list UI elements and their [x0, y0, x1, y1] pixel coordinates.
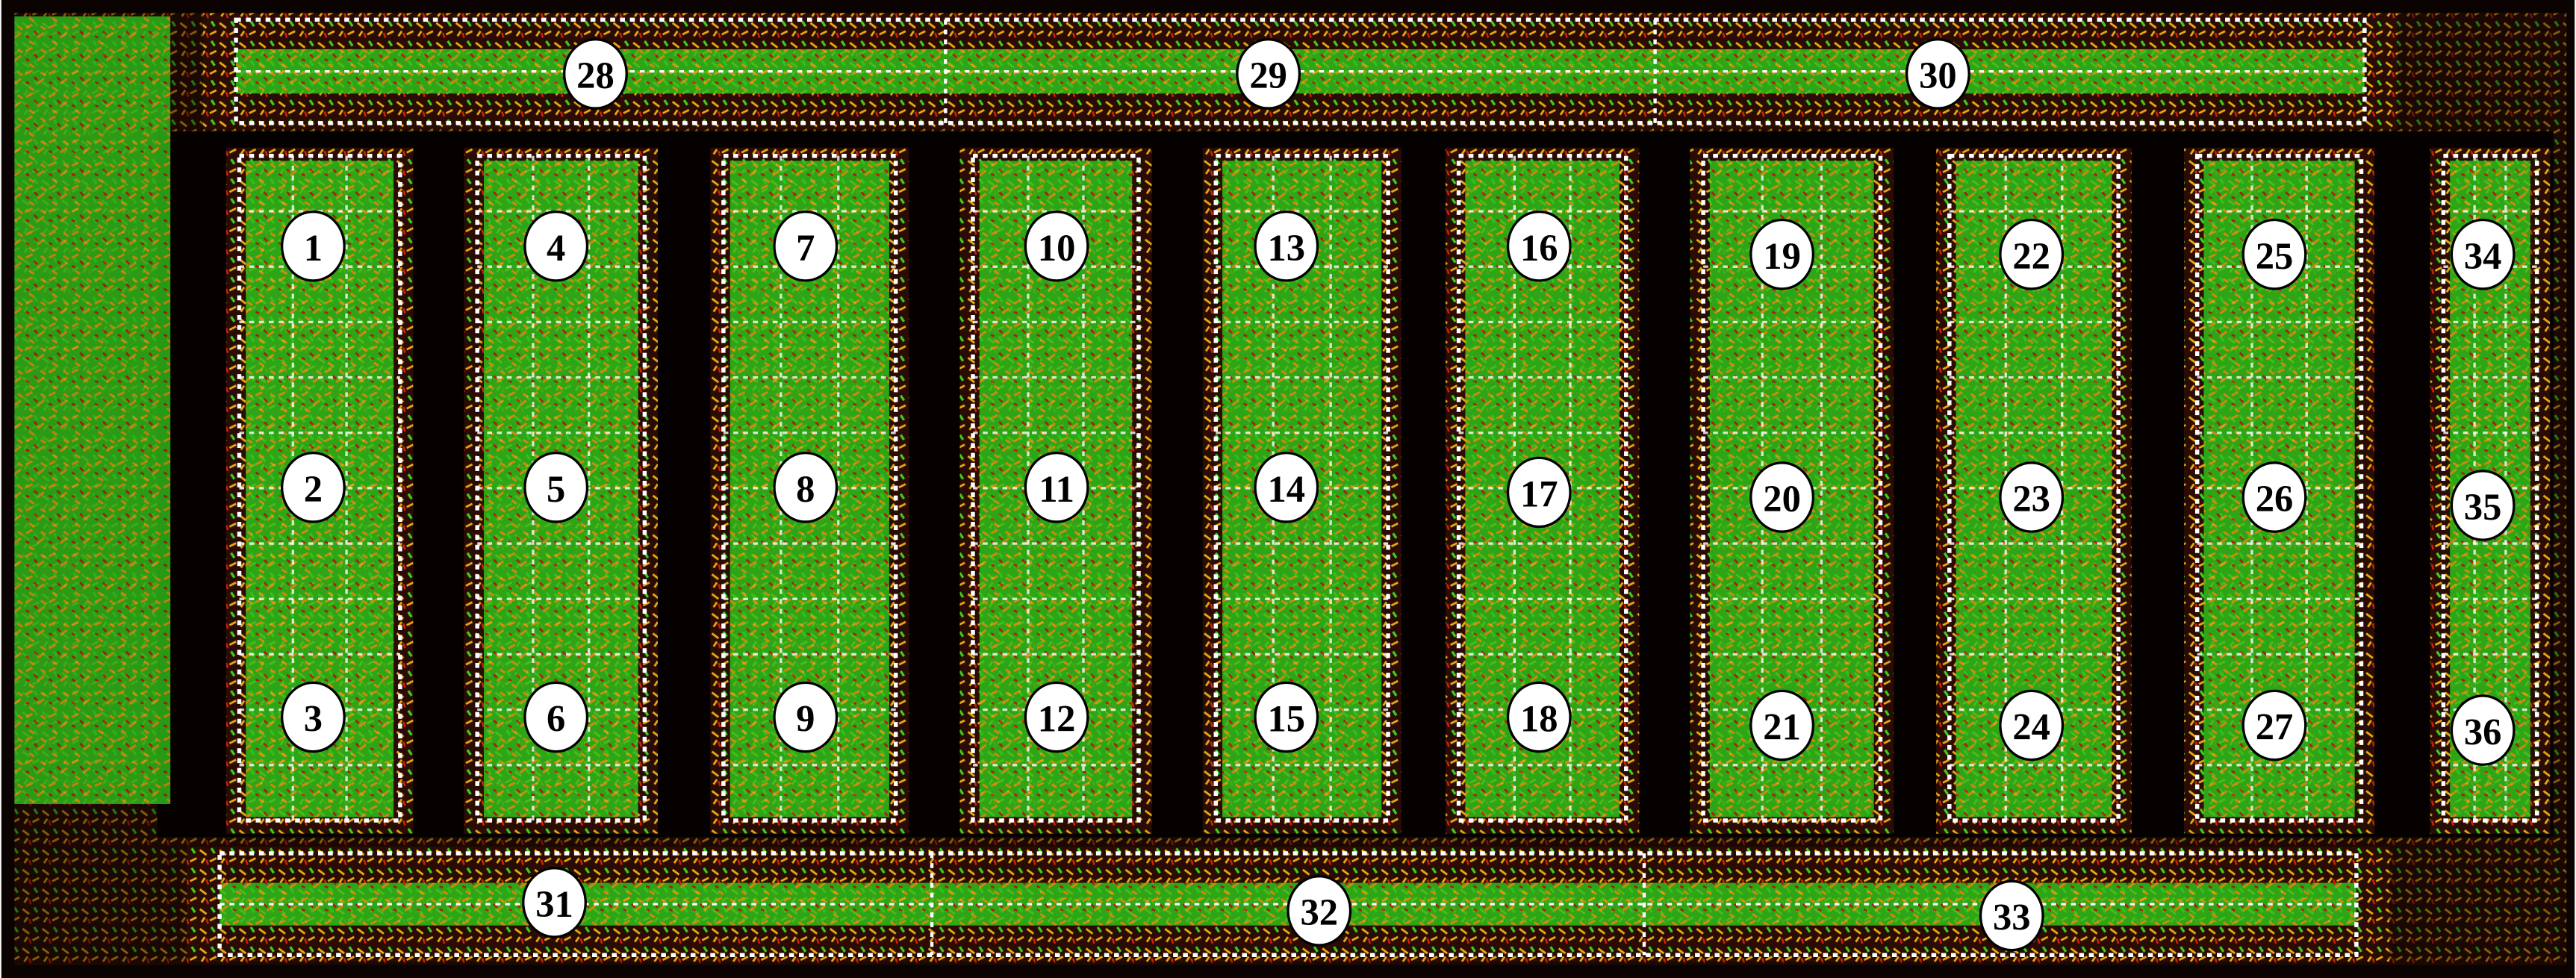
label-badge — [523, 681, 589, 753]
label-badge — [1024, 210, 1089, 282]
plot-number: 15 — [1268, 698, 1306, 740]
plot-boundary — [2194, 154, 2364, 823]
plot-number: 19 — [1763, 235, 1801, 277]
plot-labels: 1234567891011121314151617181920212223242… — [280, 38, 2516, 952]
plot-number: 10 — [1038, 227, 1076, 269]
plot-number: 35 — [2464, 486, 2502, 528]
label-badge — [2450, 694, 2516, 766]
label-badge — [1999, 689, 2065, 761]
plot-number: 6 — [547, 698, 565, 740]
label-badge — [2450, 218, 2516, 290]
plot-number: 24 — [2012, 706, 2050, 748]
plot-number: 31 — [535, 883, 573, 925]
plot-number: 27 — [2256, 706, 2294, 748]
plot-number: 8 — [796, 468, 815, 510]
plot-number: 4 — [547, 227, 565, 269]
plot-number: 29 — [1249, 54, 1287, 96]
plot-number: 2 — [304, 468, 323, 510]
plot-number: 23 — [2012, 478, 2050, 520]
label-badge — [1749, 218, 1815, 290]
label-badge — [1749, 461, 1815, 533]
label-badge — [1506, 210, 1572, 282]
plot-number: 7 — [796, 227, 815, 269]
plot-number: 26 — [2256, 478, 2294, 520]
plot-number: 9 — [796, 698, 815, 740]
plot-number: 34 — [2464, 235, 2502, 277]
label-badge — [1506, 681, 1572, 753]
label-badge — [1236, 38, 1301, 110]
plot-number: 20 — [1763, 478, 1801, 520]
label-badge — [280, 210, 346, 282]
plot-number: 25 — [2256, 235, 2294, 277]
vegetation-left — [14, 16, 171, 805]
plot-number: 33 — [1993, 897, 2031, 938]
label-badge — [1905, 38, 1970, 110]
plot-number: 13 — [1268, 227, 1306, 269]
plot-number: 17 — [1520, 473, 1558, 515]
label-badge — [2450, 470, 2516, 541]
label-badge — [773, 210, 839, 282]
label-badge — [280, 451, 346, 523]
label-badge — [2241, 218, 2307, 290]
label-badge — [1254, 210, 1319, 282]
label-badge — [2241, 461, 2307, 533]
label-badge — [522, 867, 587, 938]
plot-number: 30 — [1919, 54, 1957, 96]
label-badge — [1749, 689, 1815, 761]
label-badge — [773, 451, 839, 523]
plot-number: 5 — [547, 468, 565, 510]
plot-boundary — [237, 154, 402, 823]
label-badge — [1024, 681, 1089, 753]
label-badge — [1287, 875, 1352, 947]
label-badge — [1979, 879, 2044, 952]
plot-number: 36 — [2464, 711, 2502, 753]
label-badge — [280, 681, 346, 753]
plot-number: 32 — [1300, 891, 1338, 933]
plot-number: 22 — [2012, 235, 2050, 277]
label-badge — [1254, 451, 1319, 523]
plot-number: 12 — [1038, 698, 1076, 740]
label-badge — [1999, 461, 2065, 533]
plot-number: 18 — [1520, 698, 1558, 740]
plot-number: 28 — [576, 54, 615, 96]
plot-boundary — [1947, 154, 2121, 823]
label-badge — [1254, 681, 1319, 753]
plot-number: 3 — [304, 698, 323, 740]
plot-boundary — [971, 154, 1141, 823]
plot-number: 11 — [1039, 468, 1074, 510]
label-badge — [523, 210, 589, 282]
plot-number: 21 — [1763, 706, 1801, 748]
label-badge — [1506, 456, 1572, 529]
label-badge — [523, 451, 589, 523]
label-badge — [2241, 689, 2307, 761]
label-badge — [773, 681, 839, 753]
label-badge — [1024, 451, 1089, 523]
label-badge — [1999, 218, 2065, 290]
plot-number: 16 — [1520, 227, 1558, 269]
plot-number: 1 — [304, 227, 323, 269]
label-badge — [563, 38, 628, 110]
plot-number: 14 — [1268, 468, 1306, 510]
